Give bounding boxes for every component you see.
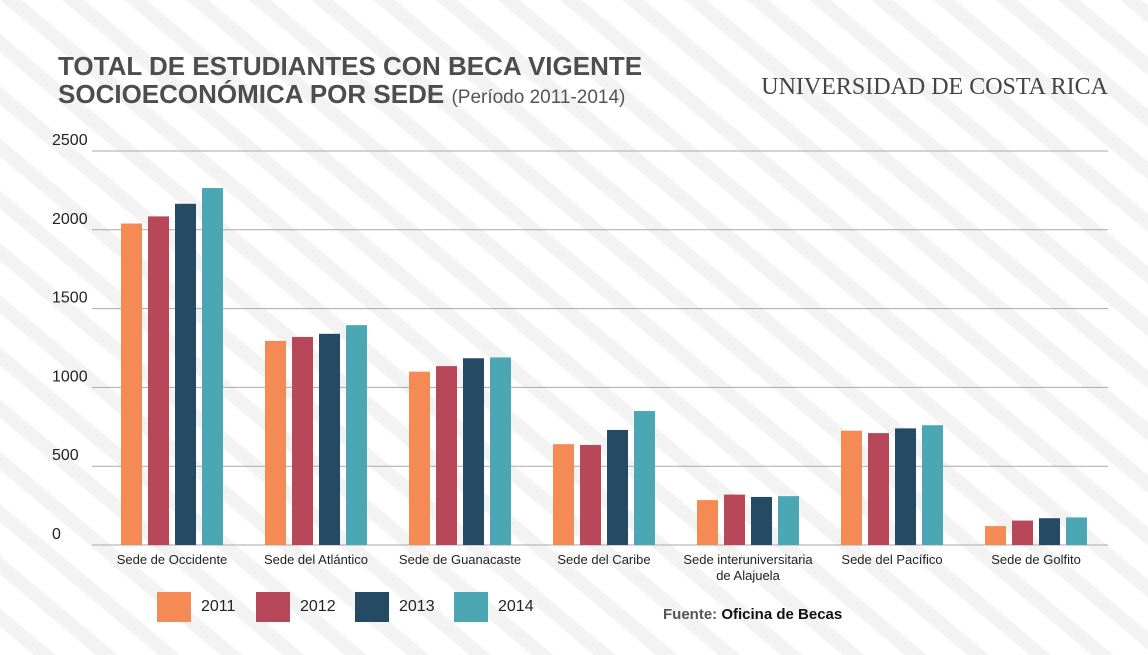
bar — [490, 357, 511, 545]
x-tick-label: Sede de Occidente — [102, 552, 242, 568]
legend-label: 2013 — [399, 598, 435, 616]
logo: UNIVERSIDAD DE COSTA RICA — [761, 74, 1108, 101]
legend-label: 2011 — [201, 598, 235, 616]
bar — [1012, 521, 1033, 545]
page: 0 500 1000 1500 2000 2500 TOTAL DE ESTUDIANTE… — [0, 0, 1148, 655]
x-tick-label: Sede de Golfito — [966, 552, 1106, 568]
bar — [436, 366, 457, 545]
bar — [607, 430, 628, 545]
bar — [463, 358, 484, 545]
x-tick-label: Sede del Atlántico — [246, 552, 386, 568]
legend-item: 2011 — [157, 592, 235, 622]
bar — [121, 223, 142, 545]
legend-label: 2012 — [300, 598, 336, 616]
subtitle: (Período 2011-2014) — [451, 87, 625, 108]
y-tick-label: 1500 — [52, 290, 88, 307]
y-tick-label: 2500 — [52, 132, 88, 149]
bar — [148, 216, 169, 545]
legend-swatch — [157, 592, 191, 622]
y-tick-label: 500 — [52, 447, 79, 464]
x-tick-label: Sede interuniversitaria de Alajuela — [678, 552, 818, 584]
bar — [895, 428, 916, 545]
bar — [868, 433, 889, 545]
y-tick-label: 2000 — [52, 211, 88, 228]
bar — [202, 188, 223, 545]
bar — [580, 445, 601, 545]
bar — [985, 526, 1006, 545]
bar — [778, 496, 799, 545]
y-tick-label: 0 — [52, 526, 61, 543]
x-tick-label: Sede del Pacífico — [822, 552, 962, 568]
source-label: Fuente: — [663, 606, 717, 623]
bar — [751, 497, 772, 545]
bar — [841, 431, 862, 545]
legend-swatch — [256, 592, 290, 622]
legend-item: 2013 — [355, 592, 435, 622]
bar — [265, 341, 286, 545]
bar — [319, 334, 340, 545]
bar — [922, 425, 943, 545]
bar — [175, 204, 196, 545]
legend-swatch — [454, 592, 488, 622]
legend-item: 2014 — [454, 592, 534, 622]
bar — [1066, 517, 1087, 545]
bar — [1039, 518, 1060, 545]
x-tick-label: Sede del Caribe — [534, 552, 674, 568]
legend-swatch — [355, 592, 389, 622]
bar — [292, 337, 313, 545]
chart-title: TOTAL DE ESTUDIANTES CON BECA VIGENTE SO… — [58, 52, 738, 112]
bar — [553, 444, 574, 545]
bar — [346, 325, 367, 545]
bar — [634, 411, 655, 545]
y-tick-label: 1000 — [52, 368, 88, 385]
source-name: Oficina de Becas — [721, 606, 842, 623]
source: Fuente: Oficina de Becas — [663, 606, 842, 623]
legend-label: 2014 — [498, 598, 534, 616]
x-tick-label: Sede de Guanacaste — [390, 552, 530, 568]
bar — [409, 372, 430, 545]
bar — [697, 500, 718, 545]
bar — [724, 495, 745, 545]
legend-item: 2012 — [256, 592, 336, 622]
